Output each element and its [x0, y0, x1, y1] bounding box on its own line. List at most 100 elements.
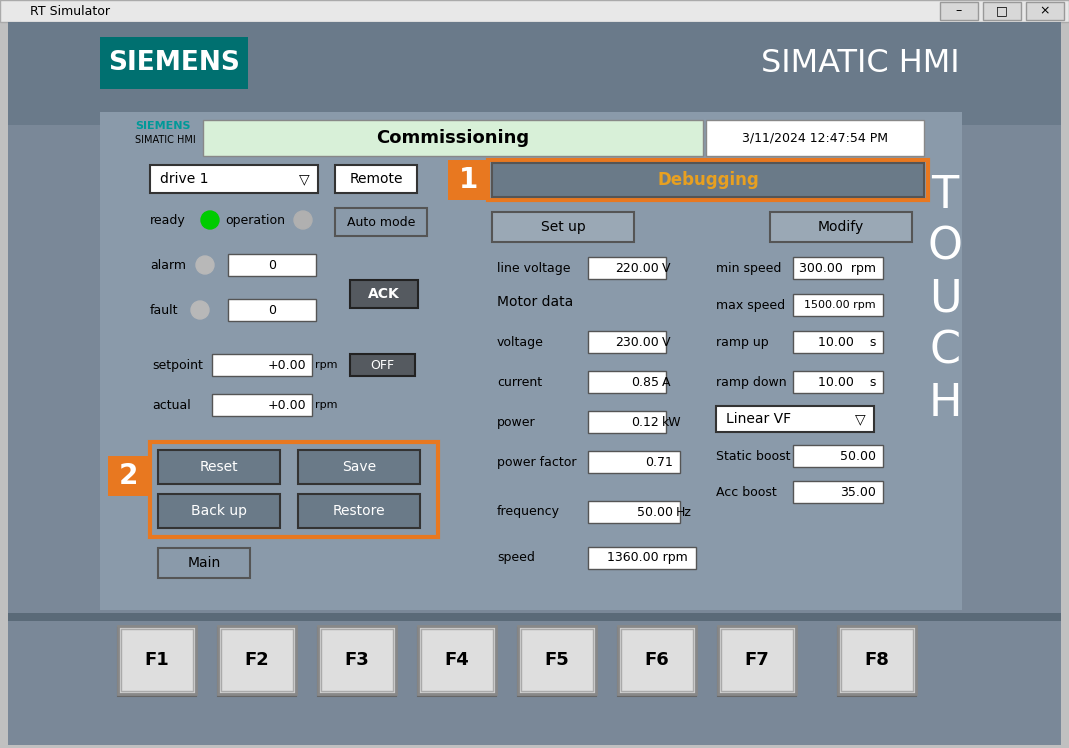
Bar: [350, 354, 415, 376]
Text: rpm: rpm: [315, 360, 338, 370]
Bar: [418, 626, 496, 694]
Bar: [418, 628, 496, 696]
Text: fault: fault: [150, 304, 179, 316]
Bar: [228, 254, 316, 276]
Bar: [0, 0, 1069, 22]
Bar: [317, 628, 396, 696]
Text: 50.00: 50.00: [840, 450, 876, 462]
Text: F7: F7: [745, 651, 770, 669]
Bar: [321, 629, 393, 691]
Bar: [518, 626, 597, 694]
Bar: [100, 37, 248, 89]
Text: 0: 0: [268, 259, 276, 272]
Text: ramp up: ramp up: [716, 336, 769, 349]
Bar: [421, 629, 493, 691]
Text: Reset: Reset: [200, 460, 238, 474]
Text: V: V: [662, 336, 670, 349]
Bar: [108, 456, 148, 496]
Text: 300.00  rpm: 300.00 rpm: [799, 262, 876, 275]
Bar: [492, 212, 634, 242]
Text: voltage: voltage: [497, 336, 544, 349]
Circle shape: [191, 301, 210, 319]
Text: ▽: ▽: [855, 412, 865, 426]
Text: F4: F4: [445, 651, 469, 669]
Text: ▽: ▽: [298, 172, 309, 186]
Bar: [793, 445, 883, 467]
Bar: [793, 331, 883, 353]
Text: Set up: Set up: [541, 220, 586, 234]
Text: Static boost: Static boost: [716, 450, 790, 462]
Text: –: –: [956, 4, 962, 17]
Bar: [838, 626, 916, 694]
Text: 1500.00 rpm: 1500.00 rpm: [804, 300, 876, 310]
Bar: [718, 626, 796, 694]
Text: C: C: [929, 330, 961, 373]
Bar: [203, 120, 703, 156]
Text: max speed: max speed: [716, 298, 785, 311]
Text: 10.00    s: 10.00 s: [818, 375, 876, 388]
Text: speed: speed: [497, 551, 534, 565]
Bar: [770, 212, 912, 242]
Text: operation: operation: [224, 213, 285, 227]
Text: 220.00: 220.00: [616, 262, 659, 275]
Text: Modify: Modify: [818, 220, 864, 234]
Bar: [150, 442, 438, 537]
Bar: [621, 629, 693, 691]
Text: Save: Save: [342, 460, 376, 474]
Bar: [221, 629, 293, 691]
Bar: [838, 628, 916, 696]
Text: 1: 1: [459, 166, 478, 194]
Text: Hz: Hz: [676, 506, 692, 518]
Text: +0.00: +0.00: [267, 358, 306, 372]
Text: RT Simulator: RT Simulator: [30, 4, 110, 17]
Text: SIEMENS: SIEMENS: [108, 50, 239, 76]
Text: setpoint: setpoint: [152, 358, 203, 372]
Text: alarm: alarm: [150, 259, 186, 272]
Bar: [940, 2, 978, 20]
Text: U: U: [929, 278, 961, 320]
Text: F3: F3: [344, 651, 370, 669]
Text: SIMATIC HMI: SIMATIC HMI: [761, 48, 959, 79]
Bar: [588, 331, 666, 353]
Bar: [518, 628, 597, 696]
Circle shape: [201, 211, 219, 229]
Text: 2: 2: [119, 462, 138, 490]
Text: 0.85: 0.85: [631, 375, 659, 388]
Bar: [588, 451, 680, 473]
Text: F8: F8: [865, 651, 889, 669]
Text: T: T: [931, 174, 959, 216]
Bar: [588, 501, 680, 523]
Text: 0: 0: [268, 304, 276, 316]
Bar: [841, 629, 913, 691]
Bar: [716, 406, 874, 432]
Bar: [218, 628, 296, 696]
Text: power factor: power factor: [497, 456, 576, 468]
Text: 35.00: 35.00: [840, 485, 876, 498]
Text: Remote: Remote: [350, 172, 403, 186]
Bar: [118, 626, 196, 694]
Text: current: current: [497, 375, 542, 388]
Text: Motor data: Motor data: [497, 295, 573, 309]
Text: F2: F2: [245, 651, 269, 669]
Text: ramp down: ramp down: [716, 375, 787, 388]
Bar: [618, 626, 696, 694]
Bar: [335, 208, 427, 236]
Text: ×: ×: [1040, 4, 1050, 17]
Text: +0.00: +0.00: [267, 399, 306, 411]
Text: OFF: OFF: [371, 358, 394, 372]
Bar: [492, 163, 924, 197]
Bar: [158, 494, 280, 528]
Text: rpm: rpm: [315, 400, 338, 410]
Text: 0.12: 0.12: [632, 415, 659, 429]
Text: 0.71: 0.71: [645, 456, 673, 468]
Bar: [7, 22, 1062, 125]
Bar: [298, 494, 420, 528]
Text: Back up: Back up: [191, 504, 247, 518]
Bar: [150, 165, 317, 193]
Bar: [121, 629, 193, 691]
Bar: [448, 160, 489, 200]
Text: kW: kW: [662, 415, 682, 429]
Bar: [588, 257, 666, 279]
Text: O: O: [928, 225, 962, 269]
Text: Linear VF: Linear VF: [726, 412, 791, 426]
